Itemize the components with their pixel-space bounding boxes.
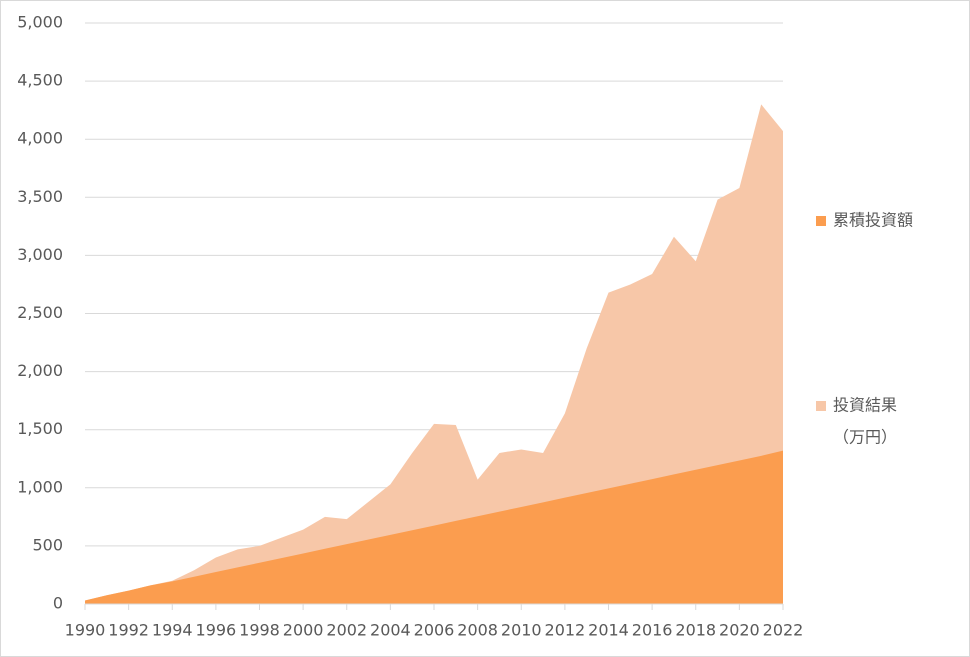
x-tick-label: 1994 [152, 621, 193, 640]
y-tick-label: 3,500 [17, 187, 63, 206]
legend-label: 累積投資額 [833, 211, 913, 230]
area [85, 450, 783, 604]
x-tick-label: 2022 [763, 621, 804, 640]
x-tick-label: 2018 [675, 621, 716, 640]
y-tick-label: 2,000 [17, 361, 63, 380]
x-tick-label: 1996 [196, 621, 237, 640]
x-tick-label: 2012 [545, 621, 586, 640]
y-tick-label: 5,000 [17, 13, 63, 32]
x-tick-label: 2004 [370, 621, 411, 640]
x-tick-label: 2016 [632, 621, 673, 640]
legend-swatch [816, 216, 826, 226]
y-tick-label: 3,000 [17, 245, 63, 264]
x-tick-label: 1998 [239, 621, 280, 640]
x-tick-label: 2020 [719, 621, 760, 640]
y-tick-label: 4,000 [17, 129, 63, 148]
x-tick-label: 2014 [588, 621, 629, 640]
y-tick-label: 500 [32, 535, 63, 554]
y-tick-label: 2,500 [17, 303, 63, 322]
y-tick-label: 1,000 [17, 477, 63, 496]
x-tick-label: 2006 [414, 621, 455, 640]
x-tick-label: 2002 [326, 621, 367, 640]
legend-label: 投資結果 [833, 396, 897, 415]
y-tick-label: 4,500 [17, 71, 63, 90]
legend-swatch [816, 401, 826, 411]
x-tick-label: 2010 [501, 621, 542, 640]
y-tick-label: 1,500 [17, 419, 63, 438]
y-tick-label: 0 [53, 594, 63, 613]
area [85, 104, 783, 604]
x-tick-label: 1992 [108, 621, 149, 640]
x-tick-label: 2000 [283, 621, 324, 640]
x-tick-label: 2008 [457, 621, 498, 640]
x-tick-label: 1990 [65, 621, 106, 640]
unit-label: （万円） [833, 428, 897, 447]
